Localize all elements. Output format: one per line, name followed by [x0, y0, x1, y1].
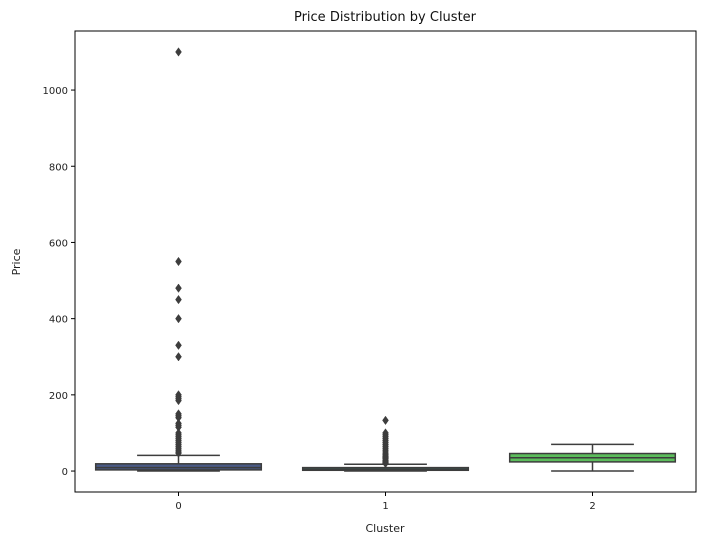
x-axis-label: Cluster [365, 522, 405, 535]
x-axis: 0 1 2 [175, 492, 596, 512]
outlier-point [175, 283, 182, 293]
outlier-point [175, 314, 182, 324]
outlier-point [382, 415, 389, 426]
y-tick-label: 1000 [43, 86, 68, 97]
y-tick-label: 600 [49, 238, 68, 249]
x-tick-label: 0 [175, 501, 181, 512]
y-axis: 0 200 400 600 800 1000 [43, 86, 75, 478]
box-cluster-2 [508, 443, 677, 472]
outlier-point [175, 47, 182, 57]
box-iqr [94, 463, 263, 471]
outlier-point [175, 294, 182, 305]
y-tick-label: 200 [49, 391, 68, 402]
box-cluster-1 [301, 415, 470, 472]
box-cluster-0 [94, 47, 263, 472]
outlier-point [175, 340, 182, 350]
outlier-point [175, 448, 182, 458]
outlier-point [175, 256, 182, 267]
y-axis-label: Price [10, 248, 23, 275]
y-tick-label: 400 [49, 315, 68, 326]
outlier-point [382, 458, 389, 469]
y-tick-label: 800 [49, 162, 68, 173]
outlier-point [175, 352, 182, 362]
x-tick-label: 1 [382, 501, 388, 512]
chart-title: Price Distribution by Cluster [294, 10, 477, 25]
y-tick-label: 0 [62, 467, 68, 478]
plot-area [94, 47, 677, 472]
outlier-point [175, 395, 182, 406]
x-tick-label: 2 [589, 501, 595, 512]
